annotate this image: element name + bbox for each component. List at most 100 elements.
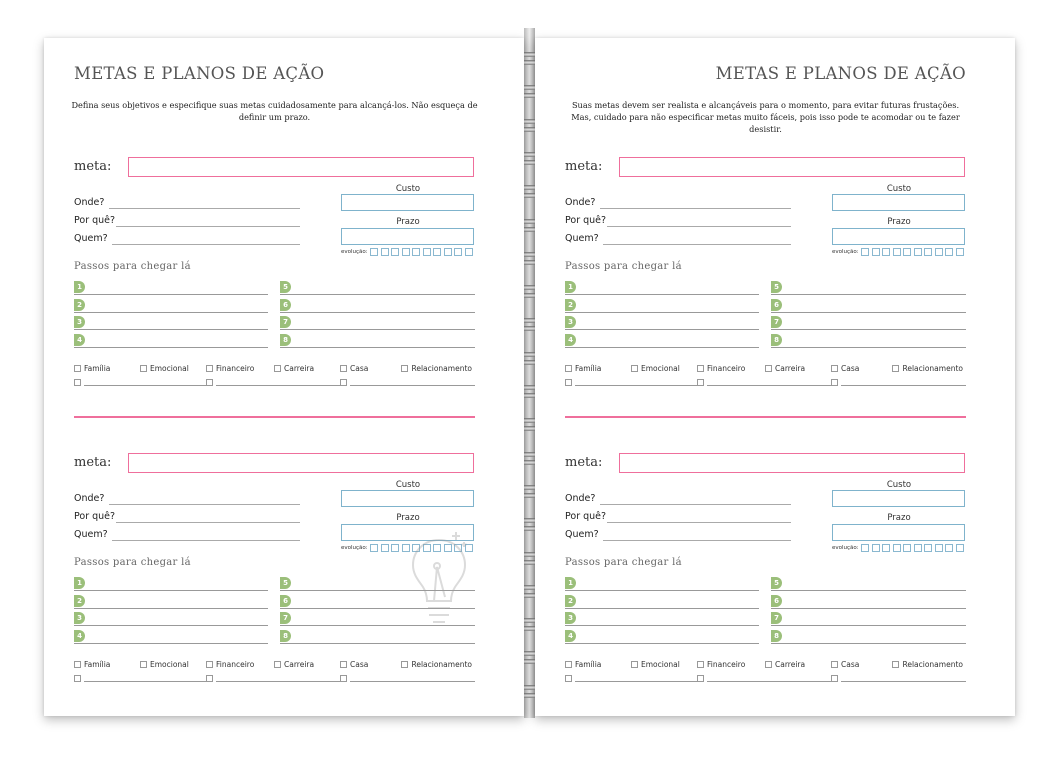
checkbox[interactable] [697, 675, 704, 682]
evolucao-checkbox[interactable] [433, 248, 442, 256]
evolucao-checkbox[interactable] [401, 544, 410, 552]
checkbox[interactable] [565, 379, 572, 386]
evolucao-checkbox[interactable] [370, 544, 379, 552]
evolucao-checkbox[interactable] [934, 248, 943, 256]
question-3-input[interactable] [603, 244, 791, 245]
checkbox[interactable] [401, 661, 409, 668]
step-5-input[interactable]: 5 [771, 280, 966, 295]
evolucao-checkbox[interactable] [464, 248, 473, 256]
step-7-input[interactable]: 7 [280, 611, 475, 627]
custom-category-input[interactable] [707, 385, 832, 386]
step-2-input[interactable]: 2 [565, 298, 759, 313]
category-financeiro[interactable]: Financeiro [697, 364, 745, 373]
meta-input[interactable] [619, 157, 965, 177]
checkbox[interactable] [697, 379, 704, 386]
custom-category-input[interactable] [350, 681, 475, 682]
checkbox[interactable] [892, 365, 900, 372]
checkbox[interactable] [340, 379, 347, 386]
evolucao-checkbox[interactable] [370, 248, 379, 256]
step-6-input[interactable]: 6 [771, 594, 966, 609]
category-casa[interactable]: Casa [831, 660, 859, 669]
custom-category-1[interactable] [565, 673, 697, 682]
checkbox[interactable] [206, 661, 213, 668]
step-8-input[interactable]: 8 [280, 333, 475, 349]
checkbox[interactable] [74, 661, 81, 668]
evolucao-checkbox[interactable] [924, 248, 933, 256]
checkbox[interactable] [340, 675, 347, 682]
checkbox[interactable] [140, 661, 147, 668]
checkbox[interactable] [631, 661, 638, 668]
category-financeiro[interactable]: Financeiro [206, 364, 254, 373]
category-família[interactable]: Família [74, 364, 110, 373]
category-família[interactable]: Família [565, 660, 601, 669]
evolucao-checkbox[interactable] [380, 248, 389, 256]
step-6-input[interactable]: 6 [280, 298, 475, 313]
custom-category-input[interactable] [575, 385, 697, 386]
checkbox[interactable] [274, 365, 281, 372]
checkbox[interactable] [74, 675, 81, 682]
evolucao-checkbox[interactable] [412, 544, 421, 552]
category-carreira[interactable]: Carreira [274, 364, 314, 373]
evolucao-checkbox[interactable] [871, 544, 880, 552]
custom-category-input[interactable] [841, 681, 966, 682]
prazo-input[interactable] [832, 524, 965, 541]
step-5-input[interactable]: 5 [280, 576, 475, 591]
category-carreira[interactable]: Carreira [274, 660, 314, 669]
custom-category-input[interactable] [216, 385, 341, 386]
evolucao-checkbox[interactable] [464, 544, 473, 552]
meta-input[interactable] [128, 453, 474, 473]
step-5-input[interactable]: 5 [771, 576, 966, 591]
checkbox[interactable] [274, 661, 281, 668]
custo-input[interactable] [341, 490, 474, 507]
category-financeiro[interactable]: Financeiro [697, 660, 745, 669]
evolucao-checkbox[interactable] [391, 544, 400, 552]
prazo-input[interactable] [341, 228, 474, 245]
checkbox[interactable] [206, 675, 213, 682]
evolucao-checkbox[interactable] [861, 544, 870, 552]
checkbox[interactable] [765, 365, 772, 372]
step-3-input[interactable]: 3 [74, 315, 268, 331]
custo-input[interactable] [832, 490, 965, 507]
prazo-input[interactable] [832, 228, 965, 245]
category-família[interactable]: Família [74, 660, 110, 669]
custom-category-3[interactable] [340, 377, 475, 386]
step-8-input[interactable]: 8 [771, 629, 966, 645]
evolucao-checkbox[interactable] [454, 544, 463, 552]
custom-category-3[interactable] [831, 377, 966, 386]
evolucao-checkbox[interactable] [924, 544, 933, 552]
checkbox[interactable] [831, 675, 838, 682]
question-1-input[interactable] [109, 504, 300, 505]
checkbox[interactable] [831, 661, 838, 668]
step-3-input[interactable]: 3 [565, 611, 759, 627]
checkbox[interactable] [74, 365, 81, 372]
step-3-input[interactable]: 3 [565, 315, 759, 331]
question-3-input[interactable] [112, 244, 300, 245]
evolucao-checkbox[interactable] [861, 248, 870, 256]
custom-category-input[interactable] [841, 385, 966, 386]
evolucao-checkbox[interactable] [443, 544, 452, 552]
evolucao-checkbox[interactable] [871, 248, 880, 256]
evolucao-checkbox[interactable] [380, 544, 389, 552]
evolucao-checkbox[interactable] [401, 248, 410, 256]
checkbox[interactable] [697, 365, 704, 372]
step-5-input[interactable]: 5 [280, 280, 475, 295]
step-1-input[interactable]: 1 [74, 280, 268, 295]
category-relacionamento[interactable]: Relacionamento [892, 660, 963, 669]
custom-category-input[interactable] [350, 385, 475, 386]
checkbox[interactable] [140, 365, 147, 372]
checkbox[interactable] [765, 661, 772, 668]
evolucao-checkbox[interactable] [454, 248, 463, 256]
question-2-input[interactable] [116, 522, 300, 523]
custom-category-1[interactable] [74, 673, 206, 682]
prazo-input[interactable] [341, 524, 474, 541]
evolucao-checkbox[interactable] [955, 544, 964, 552]
evolucao-checkbox[interactable] [892, 544, 901, 552]
evolucao-checkbox[interactable] [882, 248, 891, 256]
custom-category-input[interactable] [84, 681, 206, 682]
checkbox[interactable] [401, 365, 409, 372]
question-3-input[interactable] [603, 540, 791, 541]
checkbox[interactable] [565, 661, 572, 668]
category-casa[interactable]: Casa [340, 364, 368, 373]
category-emocional[interactable]: Emocional [631, 660, 680, 669]
custom-category-2[interactable] [206, 377, 341, 386]
